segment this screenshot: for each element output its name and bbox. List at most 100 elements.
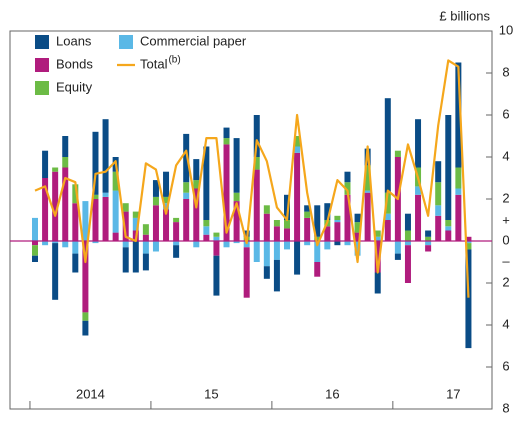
bar-segment [52, 241, 59, 244]
bar-segment [253, 115, 260, 157]
bar-segment [92, 131, 99, 195]
bar-segment [324, 226, 331, 241]
bar-segment [62, 167, 69, 241]
bar-segment [72, 203, 79, 241]
bar-segment [203, 226, 210, 235]
bar-segment [32, 217, 38, 241]
bar-segment [455, 194, 462, 241]
bar-segment [193, 159, 200, 181]
bar-segment [394, 150, 401, 157]
bar-segment [163, 203, 170, 210]
bar-segment [253, 241, 260, 262]
bar-segment [344, 182, 351, 195]
bar-segment [122, 203, 129, 212]
y-tick-label: 8 [502, 64, 509, 79]
bar-segment [314, 236, 321, 241]
bar-segment [223, 144, 230, 241]
bar-segment [455, 188, 462, 195]
bar-segment [223, 241, 230, 248]
bar-segment [384, 98, 391, 193]
bar-segment [304, 217, 311, 241]
x-tick-label: 2014 [76, 386, 105, 401]
bar-segment [354, 232, 361, 241]
bar-segment [233, 138, 240, 193]
bar-segment [404, 230, 411, 241]
bar-segment [273, 220, 280, 227]
bar-segment [435, 205, 442, 216]
bar-segment [32, 255, 38, 262]
bar-segment [314, 262, 321, 277]
bar-segment [92, 199, 99, 241]
bar-segment [142, 234, 149, 241]
bar-segment [273, 259, 280, 292]
bar-segment [344, 171, 351, 183]
bar-segment [112, 232, 119, 241]
bar-segment [435, 182, 442, 206]
bar-segment [263, 266, 270, 279]
bar-segment [132, 217, 139, 231]
bar-segment [465, 249, 472, 349]
bar-segment [263, 213, 270, 241]
legend-swatch [35, 81, 49, 95]
bar-segment [52, 243, 59, 300]
legend-label: Equity [56, 79, 93, 94]
bar-segment [32, 241, 38, 246]
bar-segment [374, 272, 381, 294]
legend-swatch [35, 58, 49, 72]
bar-segment [173, 222, 180, 241]
bar-segment [394, 253, 401, 260]
unit-label: £ billions [439, 8, 490, 23]
bar-segment [142, 241, 149, 254]
bar-segment [173, 245, 180, 258]
bar-segment [233, 201, 240, 241]
legend-label: Bonds [56, 56, 93, 71]
bar-segment [122, 241, 129, 248]
bar-segment [203, 220, 210, 227]
bar-segment [163, 209, 170, 241]
y-tick-label: 2 [502, 274, 509, 289]
bar-segment [425, 241, 432, 246]
bar-segment [92, 241, 99, 244]
y-tick-label: 6 [502, 106, 509, 121]
bar-segment [284, 220, 290, 229]
bar-segment [465, 243, 472, 250]
bar-segment [72, 253, 79, 273]
legend-swatch [35, 35, 49, 49]
bar-segment [364, 192, 371, 241]
legend-label: Commercial paper [140, 33, 247, 48]
minus-sign: – [502, 253, 510, 268]
y-tick-label: 4 [502, 148, 509, 163]
bar-segment [384, 192, 391, 214]
bar-segment [253, 157, 260, 170]
bar-segment [294, 136, 301, 147]
bar-segment [304, 241, 311, 246]
bar-segment [72, 184, 79, 204]
legend-swatch [119, 35, 133, 49]
plot-frame [9, 30, 493, 410]
bar-segment [425, 236, 432, 241]
bar-segment [52, 167, 59, 172]
bar-segment [112, 190, 119, 233]
bar-segment [354, 241, 361, 256]
bar-segment [263, 241, 270, 267]
legend-note: (b) [168, 55, 180, 66]
bar-segment [193, 180, 200, 189]
bar-segment [122, 211, 129, 241]
bar-segment [42, 178, 49, 241]
bar-segment [163, 171, 170, 197]
bar-segment [334, 241, 341, 246]
bar-segment [173, 241, 180, 246]
bar-segment [213, 255, 220, 296]
bar-segment [223, 138, 230, 145]
bar-segment [263, 205, 270, 214]
total-line [34, 59, 470, 298]
bar-segment [314, 241, 321, 262]
bar-segment [445, 220, 452, 227]
bar-segment [324, 203, 331, 220]
bar-segment [425, 245, 432, 252]
bar-segment [42, 241, 49, 246]
bar-segment [334, 222, 341, 241]
bar-segment [334, 220, 341, 223]
bar-segment [404, 213, 411, 231]
